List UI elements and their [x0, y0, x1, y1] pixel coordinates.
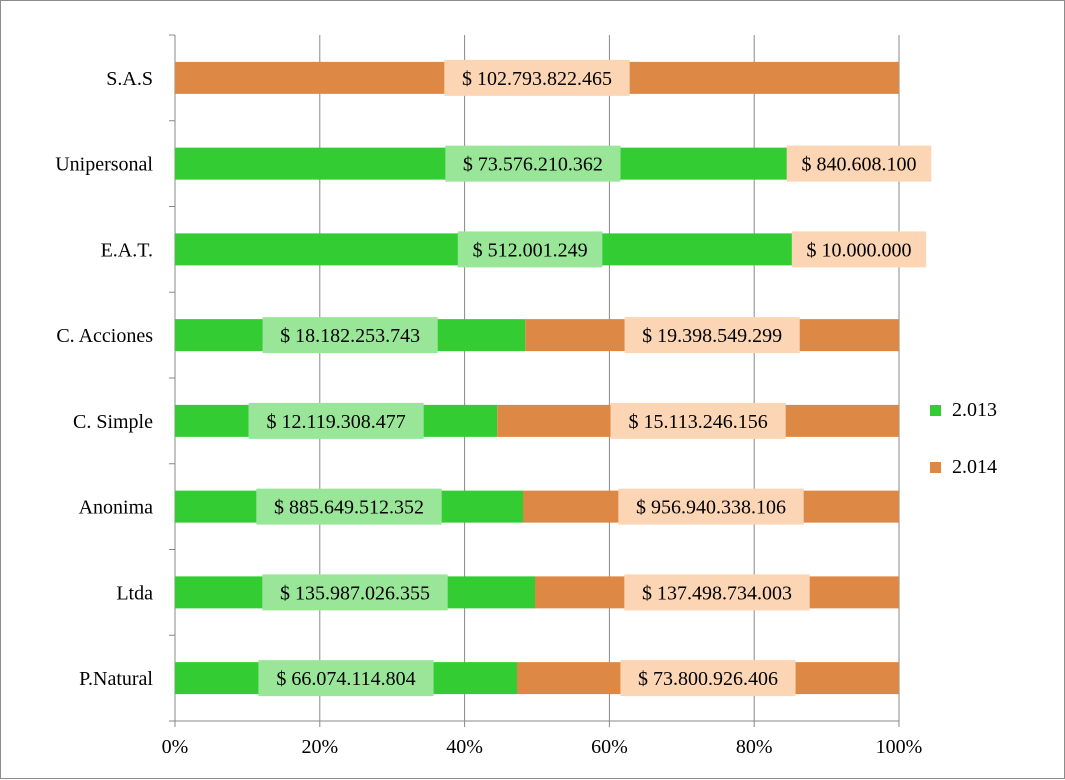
category-label: Ltda: [116, 582, 153, 604]
category-label: E.A.T.: [101, 239, 153, 261]
data-label-2013: $ 12.119.308.477: [266, 411, 405, 433]
data-label-2013: $ 135.987.026.355: [280, 582, 430, 604]
legend-label: 2.014: [952, 456, 997, 478]
category-label: Anonima: [79, 497, 154, 519]
data-label-2014-box: [610, 402, 786, 439]
legend-label: 2.013: [952, 399, 997, 421]
category-label: C. Simple: [73, 411, 153, 433]
gridlines: [319, 35, 900, 721]
data-label-2014-box: [618, 488, 804, 525]
category-label: C. Acciones: [56, 325, 153, 347]
x-tick-label: 0%: [162, 736, 189, 758]
data-label-2014: $ 102.793.822.465: [462, 68, 612, 90]
data-label-2014: $ 137.498.734.003: [642, 582, 792, 604]
data-label-2013: $ 512.001.249: [473, 239, 588, 261]
category-label: Unipersonal: [55, 154, 153, 176]
data-labels: $ 66.074.114.804 $ 73.800.926.406 $ 135.98…: [248, 59, 932, 697]
x-tick-label: 100%: [876, 736, 923, 758]
data-label-2013: $ 18.182.253.743: [280, 325, 420, 347]
data-label-2014: $ 19.398.549.299: [642, 325, 782, 347]
data-label-2014-box: [624, 317, 800, 354]
data-label-2014-box: [791, 231, 927, 268]
data-label-2013-box: [262, 317, 438, 354]
data-label-2013-box: [248, 402, 424, 439]
category-label: S.A.S: [106, 68, 153, 90]
data-label-2014-box: [786, 145, 932, 182]
legend-swatch: [930, 462, 941, 473]
x-tick-label: 60%: [591, 736, 628, 758]
x-tick-label: 20%: [301, 736, 338, 758]
data-label-2014: $ 840.608.100: [802, 154, 917, 176]
data-label-2013-box: [457, 231, 603, 268]
data-label-2013: $ 885.649.512.352: [274, 497, 424, 519]
data-label-2014: $ 15.113.246.156: [628, 411, 767, 433]
data-label-2014: $ 10.000.000: [807, 239, 912, 261]
legend: 2.013 2.014: [930, 399, 997, 478]
data-label-2014-box: [444, 59, 630, 96]
data-label-2013: $ 66.074.114.804: [276, 668, 415, 690]
data-label-2014: $ 73.800.926.406: [638, 668, 778, 690]
x-tick-label: 80%: [736, 736, 773, 758]
data-label-2014: $ 956.940.338.106: [636, 497, 786, 519]
axes: 0% 20% 40% 60% 80% 100% P.Natural Ltda Anonima C.…: [55, 34, 923, 758]
data-label-2013-box: [256, 488, 442, 525]
data-label-2013-box: [258, 660, 434, 697]
data-label-2013: $ 73.576.210.362: [463, 154, 603, 176]
category-label: P.Natural: [79, 668, 153, 690]
data-label-2014-box: [620, 660, 796, 697]
data-label-2013-box: [445, 145, 621, 182]
data-label-2013-box: [262, 574, 448, 611]
data-label-2014-box: [624, 574, 810, 611]
x-tick-label: 40%: [446, 736, 483, 758]
legend-swatch: [930, 405, 941, 416]
